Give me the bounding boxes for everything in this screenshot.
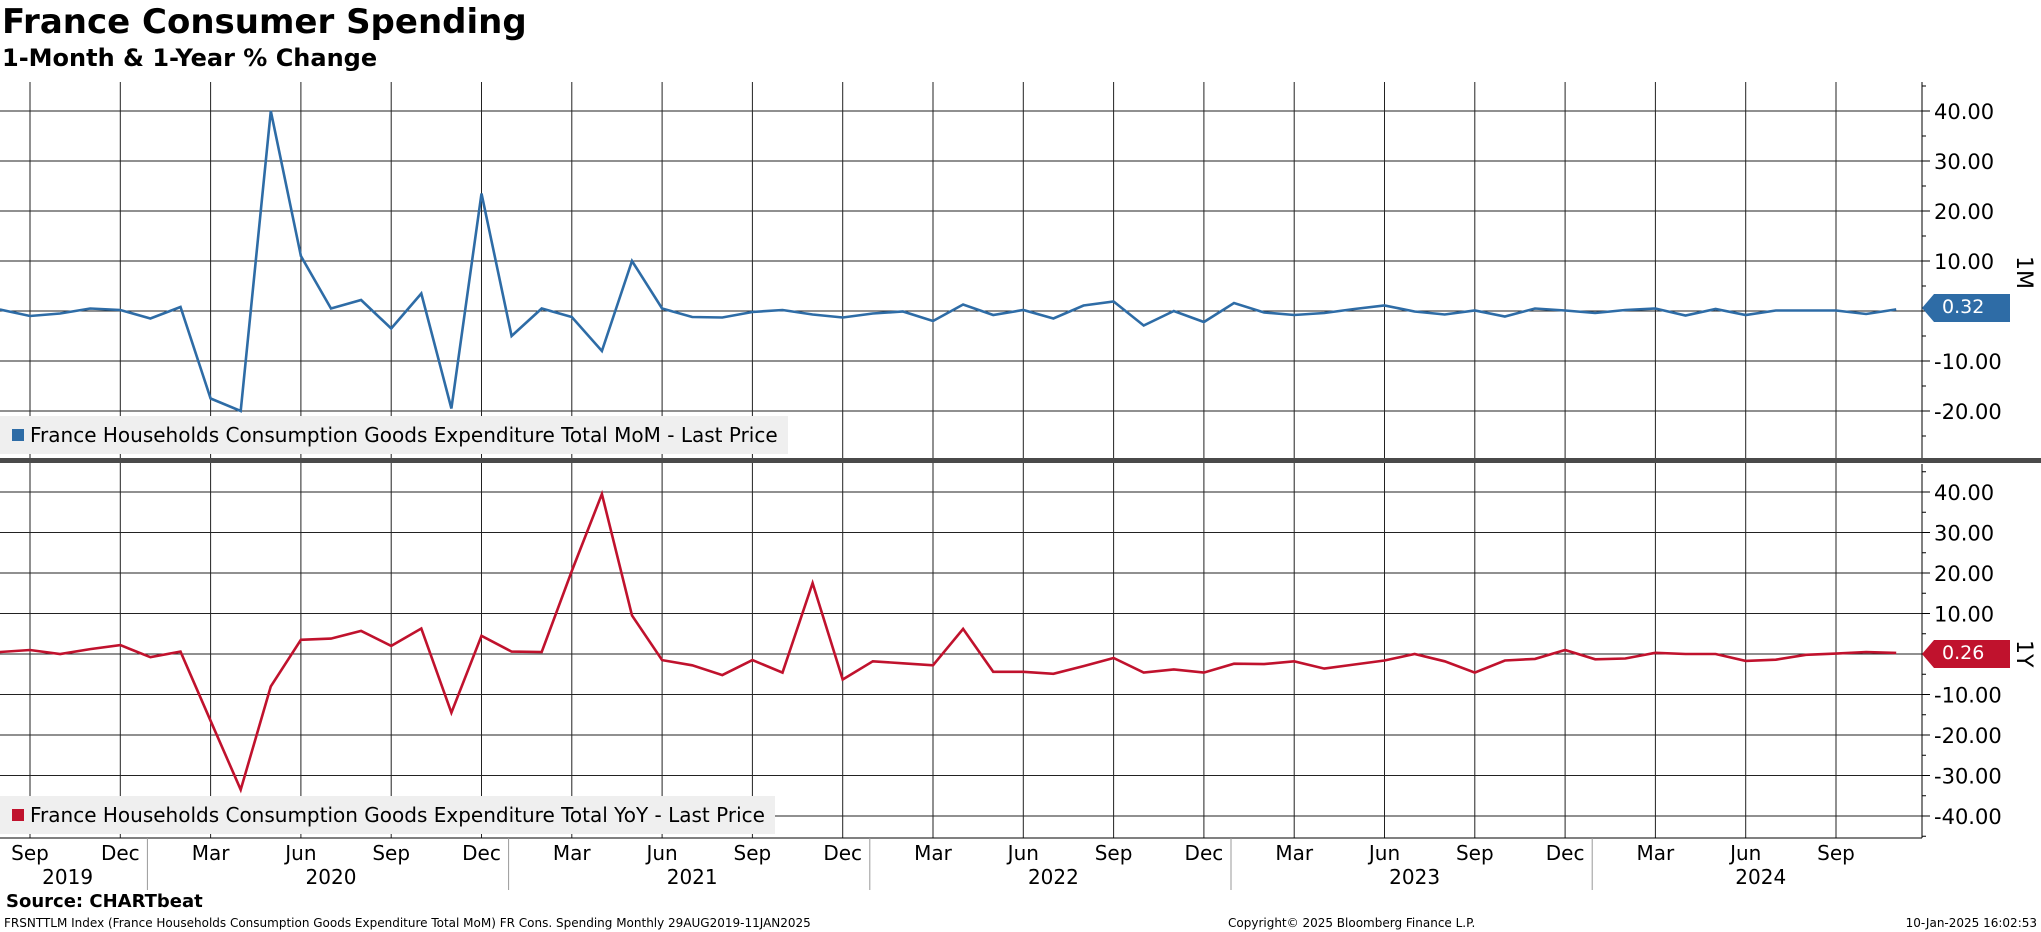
x-tick-label-month: Dec xyxy=(101,841,140,865)
tag-shape-mom xyxy=(1922,294,2010,322)
x-tick-label-month: Sep xyxy=(372,841,410,865)
legend-swatch-mom xyxy=(12,429,24,441)
x-tick-label-year: 2021 xyxy=(667,865,718,889)
x-tick-label-month: Sep xyxy=(11,841,49,865)
chart-title: France Consumer Spending xyxy=(2,2,527,42)
y-tick-label: 10.00 xyxy=(1934,603,1994,627)
y-tick-label: -40.00 xyxy=(1934,805,2002,829)
y-tick-label: 20.00 xyxy=(1934,562,1994,586)
x-tick-label-month: Dec xyxy=(462,841,501,865)
x-tick-label-month: Mar xyxy=(914,841,953,865)
y-tick-label: 40.00 xyxy=(1934,481,1994,505)
x-tick-label-month: Jun xyxy=(1006,841,1039,865)
panel-label-1m: 1M xyxy=(2011,256,2036,289)
x-tick-label-month: Dec xyxy=(823,841,862,865)
y-tick-label: -10.00 xyxy=(1934,350,2002,374)
panel-label-1y: 1Y xyxy=(2011,640,2036,668)
x-tick-label-month: Mar xyxy=(192,841,231,865)
last-value-tag-mom: 0.32 xyxy=(1922,294,2010,322)
x-tick-label-year: 2023 xyxy=(1389,865,1440,889)
x-tick-label-month: Mar xyxy=(553,841,592,865)
x-tick-label-month: Jun xyxy=(644,841,677,865)
x-tick-label-year: 2019 xyxy=(42,865,93,889)
panel-separator xyxy=(0,458,2041,463)
legend-bottom: France Households Consumption Goods Expe… xyxy=(0,796,775,834)
legend-label-yoy: France Households Consumption Goods Expe… xyxy=(30,803,765,827)
series-line-yoy xyxy=(0,489,1897,794)
x-tick-label-month: Jun xyxy=(1367,841,1400,865)
y-tick-label: 10.00 xyxy=(1934,250,1994,274)
legend-swatch-yoy xyxy=(12,809,24,821)
footer-timestamp: 10-Jan-2025 16:02:53 xyxy=(1905,916,2037,930)
x-tick-label-month: Jun xyxy=(283,841,316,865)
x-tick-label-month: Sep xyxy=(1456,841,1494,865)
legend-label-mom: France Households Consumption Goods Expe… xyxy=(30,423,778,447)
last-value-yoy: 0.26 xyxy=(1942,642,1985,664)
y-tick-label: 30.00 xyxy=(1934,150,1994,174)
x-tick-label-year: 2022 xyxy=(1028,865,1079,889)
tag-shape-yoy xyxy=(1922,640,2010,668)
x-tick-label-year: 2024 xyxy=(1735,865,1786,889)
series-line-mom xyxy=(0,110,1897,413)
line-layer xyxy=(0,110,1897,794)
y-tick-label: -20.00 xyxy=(1934,400,2002,424)
chart-subtitle: 1-Month & 1-Year % Change xyxy=(2,44,378,72)
y-tick-label: -20.00 xyxy=(1934,724,2002,748)
x-tick-label-month: Mar xyxy=(1637,841,1676,865)
x-tick-label-month: Dec xyxy=(1546,841,1585,865)
footer-index-info: FRSNTTLM Index (France Households Consum… xyxy=(4,916,811,930)
y-tick-label: -30.00 xyxy=(1934,765,2002,789)
x-tick-label-month: Mar xyxy=(1275,841,1314,865)
legend-top: France Households Consumption Goods Expe… xyxy=(0,416,788,454)
axis-layer: 40.00 30.00 20.00 10.00 -10.00 -20.00 40.00 30.… xyxy=(0,82,2041,890)
x-tick-label-month: Sep xyxy=(734,841,772,865)
source-note: Source: CHARTbeat xyxy=(6,891,203,912)
y-tick-label: 40.00 xyxy=(1934,100,1994,124)
last-value-tag-yoy: 0.26 xyxy=(1922,640,2010,668)
x-tick-label-month: Dec xyxy=(1185,841,1224,865)
y-tick-label: -10.00 xyxy=(1934,684,2002,708)
x-tick-label-month: Jun xyxy=(1728,841,1761,865)
x-tick-label-month: Sep xyxy=(1095,841,1133,865)
y-tick-label: 30.00 xyxy=(1934,522,1994,546)
footer-copyright: Copyright© 2025 Bloomberg Finance L.P. xyxy=(1228,916,1476,930)
x-tick-label-month: Sep xyxy=(1817,841,1855,865)
y-tick-label: 20.00 xyxy=(1934,200,1994,224)
last-value-mom: 0.32 xyxy=(1942,296,1985,318)
x-tick-label-year: 2020 xyxy=(306,865,357,889)
